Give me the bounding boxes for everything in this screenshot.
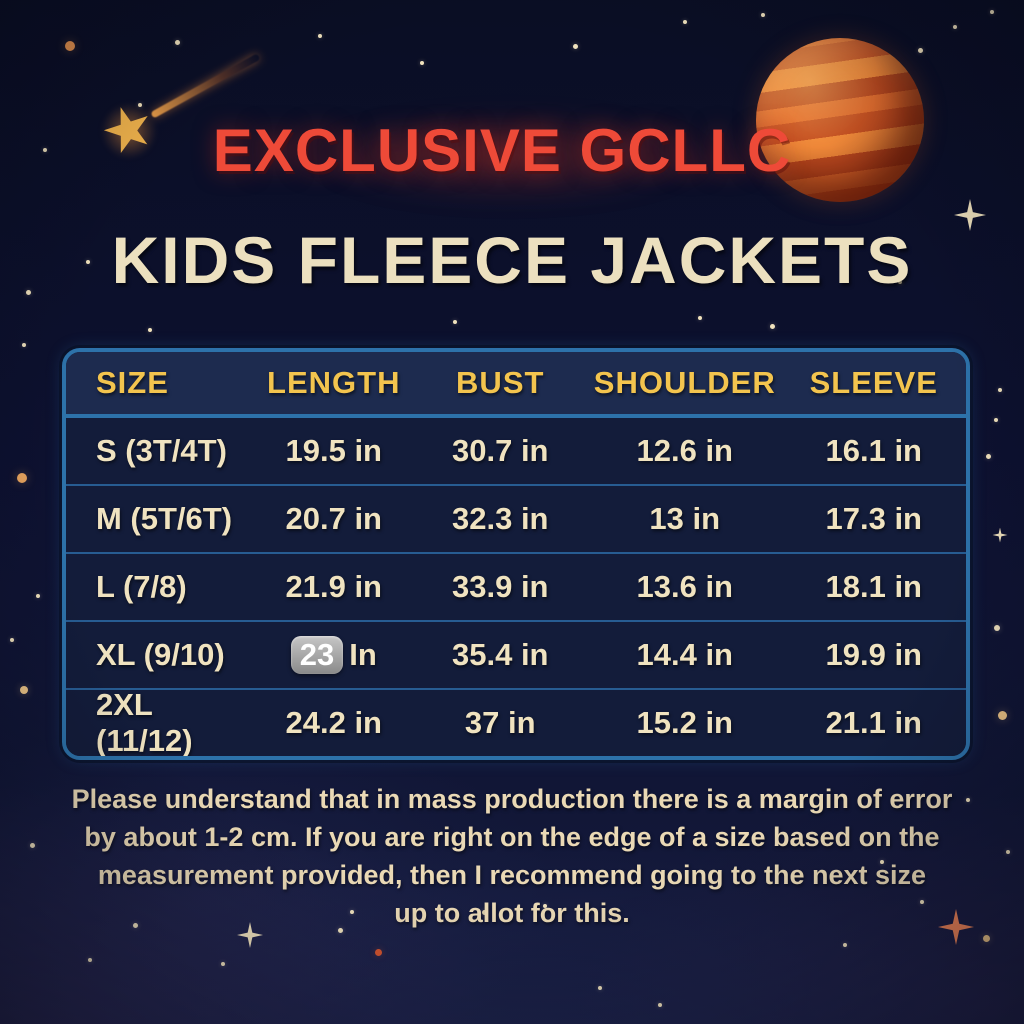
table-header-row: SIZE LENGTH BUST SHOULDER SLEEVE <box>66 352 966 418</box>
star-dot-icon <box>10 638 14 642</box>
star-dot-icon <box>761 13 765 17</box>
star-dot-icon <box>990 10 994 14</box>
star-dot-icon <box>36 594 40 598</box>
star-dot-icon <box>982 934 990 942</box>
bust-value: 35.4 in <box>452 637 549 672</box>
star-dot-icon <box>453 320 457 324</box>
header-shoulder: SHOULDER <box>593 365 776 400</box>
sleeve-value: 16.1 in <box>825 433 923 468</box>
size-label: 2XL (11/12) <box>96 687 193 758</box>
size-chart-table: SIZE LENGTH BUST SHOULDER SLEEVE S (3T/4… <box>62 348 970 760</box>
shoulder-value: 13 in <box>649 501 721 536</box>
star-dot-icon <box>843 943 847 947</box>
shoulder-value: 14.4 in <box>636 637 734 672</box>
table-row-l: L (7/8) 21.9 in 33.9 in 13.6 in 18.1 in <box>66 552 966 620</box>
star-dot-icon <box>658 1003 662 1007</box>
star-dot-icon <box>221 962 225 966</box>
bust-value: 30.7 in <box>452 433 549 468</box>
star-dot-icon <box>769 323 775 329</box>
star-dot-icon <box>598 986 602 990</box>
shoulder-value: 13.6 in <box>636 569 734 604</box>
header-sleeve: SLEEVE <box>809 365 938 400</box>
header-size: SIZE <box>96 365 169 400</box>
star-dot-icon <box>985 453 991 459</box>
disclaimer-line: measurement provided, then I recommend g… <box>97 860 927 890</box>
header-length: LENGTH <box>267 365 401 400</box>
length-value: 20.7 in <box>285 501 383 536</box>
star-dot-icon <box>65 41 75 51</box>
star-dot-icon <box>318 34 322 38</box>
sizing-disclaimer: Please understand that in mass productio… <box>0 780 1024 932</box>
brand-title: EXCLUSIVE GCLLC <box>212 117 792 184</box>
star-dot-icon <box>374 948 382 956</box>
star-dot-icon <box>420 61 424 65</box>
size-label: S (3T/4T) <box>96 433 227 468</box>
bust-value: 32.3 in <box>452 501 549 536</box>
star-dot-icon <box>698 316 702 320</box>
length-value: 21.9 in <box>285 569 383 604</box>
bust-value: 37 in <box>464 705 536 740</box>
star-dot-icon <box>88 958 92 962</box>
star-dot-icon <box>953 25 957 29</box>
size-label: XL (9/10) <box>96 637 225 672</box>
length-value: 24.2 in <box>285 705 383 740</box>
sleeve-value: 21.1 in <box>825 705 923 740</box>
star-dot-icon <box>994 625 1000 631</box>
sleeve-value: 18.1 in <box>825 569 923 604</box>
size-label: L (7/8) <box>96 569 187 604</box>
star-dot-icon <box>22 343 26 347</box>
star-dot-icon <box>917 47 923 53</box>
disclaimer-line: up to allot for this. <box>394 898 630 928</box>
table-row-s: S (3T/4T) 19.5 in 30.7 in 12.6 in 16.1 i… <box>66 418 966 484</box>
product-title: KIDS FLEECE JACKETS <box>111 223 913 297</box>
sleeve-value: 19.9 in <box>825 637 923 672</box>
table-row-m: M (5T/6T) 20.7 in 32.3 in 13 in 17.3 in <box>66 484 966 552</box>
size-label: M (5T/6T) <box>96 501 233 536</box>
length-value-highlighted: 23 In <box>255 636 413 674</box>
length-value: 19.5 in <box>285 433 383 468</box>
highlighted-length-pill: 23 <box>290 636 344 674</box>
star-dot-icon <box>17 473 27 483</box>
table-row-xl: XL (9/10) 23 In 35.4 in 14.4 in 19.9 in <box>66 620 966 688</box>
star-dot-icon <box>683 20 687 24</box>
table-row-2xl: 2XL (11/12) 24.2 in 37 in 15.2 in 21.1 i… <box>66 687 966 758</box>
length-unit: In <box>349 637 377 672</box>
header-bust: BUST <box>456 365 545 400</box>
sleeve-value: 17.3 in <box>825 501 923 536</box>
star-dot-icon <box>174 39 180 45</box>
star-dot-icon <box>994 418 998 422</box>
bust-value: 33.9 in <box>452 569 549 604</box>
star-dot-icon <box>148 328 152 332</box>
star-dot-icon <box>572 43 578 49</box>
disclaimer-line: by about 1-2 cm. If you are right on the… <box>84 822 940 852</box>
star-dot-icon <box>998 388 1002 392</box>
shoulder-value: 15.2 in <box>636 705 734 740</box>
star-dot-icon <box>997 710 1007 720</box>
star-dot-icon <box>20 686 28 694</box>
disclaimer-line: Please understand that in mass productio… <box>71 784 953 814</box>
shoulder-value: 12.6 in <box>636 433 734 468</box>
